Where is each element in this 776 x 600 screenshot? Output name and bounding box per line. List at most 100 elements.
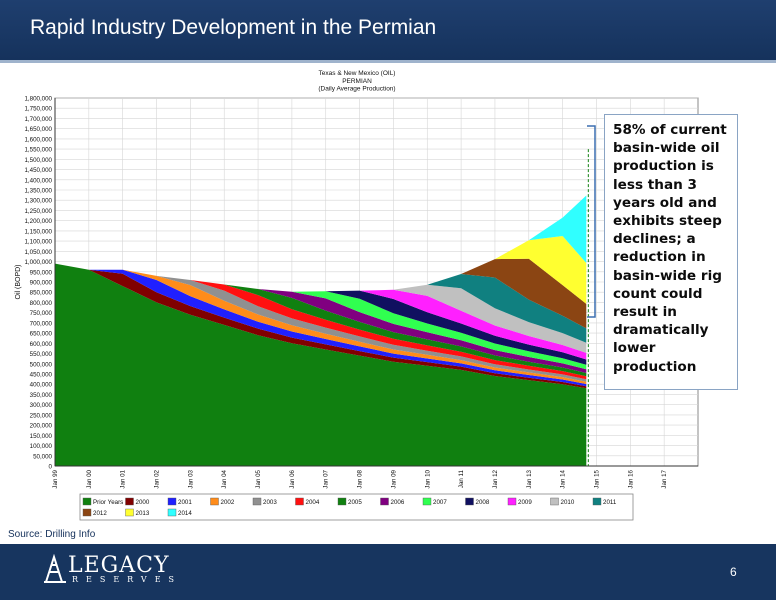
y-tick-label-6: 300,000 xyxy=(30,402,53,409)
y-tick-label-16: 800,000 xyxy=(30,300,53,307)
area-series-1 xyxy=(55,263,587,389)
area-series-0 xyxy=(55,263,587,466)
legend-label-8: 2007 xyxy=(433,499,447,506)
legend-swatch-2 xyxy=(167,497,177,506)
chart-title: Texas & New Mexico (OIL) xyxy=(319,70,396,77)
derrick-icon xyxy=(44,554,66,583)
legend-swatch-6 xyxy=(337,497,347,506)
y-tick-label-23: 1,150,000 xyxy=(24,228,52,235)
y-tick-label-7: 350,000 xyxy=(30,392,53,399)
x-tick-label-10: Jan 09 xyxy=(390,469,397,488)
x-tick-label-6: Jan 05 xyxy=(255,469,262,488)
x-tick-label-7: Jan 06 xyxy=(289,469,296,488)
legend-label-14: 2013 xyxy=(136,510,150,517)
y-tick-label-14: 700,000 xyxy=(30,320,53,327)
legend-swatch-3 xyxy=(210,497,219,506)
company-logo: LEGACY RESERVES xyxy=(42,552,174,588)
y-tick-label-0: 0 xyxy=(49,464,53,471)
chart-subtitle-1: (Daily Average Production) xyxy=(318,86,395,93)
y-tick-label-11: 550,000 xyxy=(30,351,53,358)
production-chart: 0 50,000 100,000 150,000 200,000 250,000 300,0… xyxy=(15,70,699,521)
legend-label-9: 2008 xyxy=(476,499,490,506)
y-tick-label-5: 250,000 xyxy=(30,412,53,419)
legend-swatch-4 xyxy=(252,497,262,506)
y-tick-label-33: 1,650,000 xyxy=(24,126,52,133)
page-number: 6 xyxy=(730,565,737,579)
y-tick-label-21: 1,050,000 xyxy=(24,249,52,256)
x-tick-label-18: Jan 17 xyxy=(661,469,668,488)
area-series-6 xyxy=(55,263,587,377)
slide-header: Rapid Industry Development in the Permia… xyxy=(0,0,776,60)
legend-label-10: 2009 xyxy=(518,499,532,506)
legend-label-6: 2005 xyxy=(348,499,362,506)
x-tick-label-14: Jan 13 xyxy=(526,469,533,488)
legend-label-1: 2000 xyxy=(136,499,150,506)
legend-swatch-13 xyxy=(82,508,92,517)
x-tick-label-5: Jan 04 xyxy=(221,469,228,488)
area-series-12 xyxy=(55,263,587,343)
chart-subtitle-0: PERMIAN xyxy=(342,78,372,85)
y-tick-label-19: 950,000 xyxy=(30,269,53,276)
slide-footer xyxy=(0,544,776,600)
x-tick-label-3: Jan 02 xyxy=(154,469,161,488)
x-tick-label-1: Jan 00 xyxy=(86,469,93,488)
legend-label-5: 2004 xyxy=(306,499,320,506)
x-tick-label-13: Jan 12 xyxy=(492,469,499,488)
x-tick-label-4: Jan 03 xyxy=(187,469,194,488)
y-tick-label-26: 1,300,000 xyxy=(24,198,52,205)
legend-box xyxy=(79,493,634,521)
legend-swatch-11 xyxy=(550,497,559,506)
y-tick-label-18: 900,000 xyxy=(30,280,53,287)
legend-label-3: 2002 xyxy=(221,499,235,506)
header-divider xyxy=(0,60,776,63)
area-series-14 xyxy=(55,236,587,304)
legend-label-4: 2003 xyxy=(263,499,277,506)
callout-bracket xyxy=(587,125,596,318)
logo-wordmark: LEGACY xyxy=(68,553,170,578)
y-axis-label: Oil (BOPD) xyxy=(15,265,22,300)
y-tick-label-36: 1,800,000 xyxy=(24,96,52,103)
y-tick-label-8: 400,000 xyxy=(30,382,53,389)
y-tick-label-15: 750,000 xyxy=(30,310,53,317)
y-tick-label-35: 1,750,000 xyxy=(24,106,52,113)
y-tick-label-20: 1,000,000 xyxy=(24,259,52,266)
y-tick-label-27: 1,350,000 xyxy=(24,188,52,195)
y-tick-label-30: 1,500,000 xyxy=(24,157,52,164)
y-tick-label-32: 1,600,000 xyxy=(24,136,52,143)
y-tick-label-4: 200,000 xyxy=(30,423,53,430)
y-tick-label-1: 50,000 xyxy=(33,453,52,460)
legend-swatch-1 xyxy=(125,497,134,506)
y-tick-label-25: 1,250,000 xyxy=(24,208,52,215)
area-series-5 xyxy=(55,263,587,380)
x-tick-label-15: Jan 14 xyxy=(560,469,567,488)
legend-label-12: 2011 xyxy=(603,499,617,506)
legend-swatch-10 xyxy=(507,497,517,506)
legend-swatch-12 xyxy=(592,497,602,506)
legend-label-7: 2006 xyxy=(391,499,405,506)
legend-swatch-5 xyxy=(295,497,304,506)
y-tick-label-2: 100,000 xyxy=(30,443,53,450)
source-note: Source: Drilling Info xyxy=(8,529,96,540)
area-series-11 xyxy=(55,263,587,353)
y-tick-label-13: 650,000 xyxy=(30,331,53,338)
callout-box: 58% of current basin-wide oil production… xyxy=(604,114,738,390)
y-tick-label-22: 1,100,000 xyxy=(24,239,52,246)
y-tick-label-29: 1,450,000 xyxy=(24,167,52,174)
y-tick-label-9: 450,000 xyxy=(30,372,53,379)
legend-label-11: 2010 xyxy=(561,499,575,506)
y-tick-label-17: 850,000 xyxy=(30,290,53,297)
x-tick-label-9: Jan 08 xyxy=(357,469,364,488)
x-tick-label-17: Jan 16 xyxy=(627,469,634,488)
x-tick-label-16: Jan 15 xyxy=(593,469,600,488)
x-tick-label-11: Jan 10 xyxy=(424,469,431,488)
legend-swatch-8 xyxy=(422,497,432,506)
y-tick-label-10: 500,000 xyxy=(30,361,53,368)
x-tick-label-12: Jan 11 xyxy=(458,469,465,488)
y-tick-label-3: 150,000 xyxy=(30,433,53,440)
area-series-13 xyxy=(55,258,587,329)
legend-label-13: 2012 xyxy=(93,510,107,517)
x-tick-label-8: Jan 07 xyxy=(323,469,330,488)
callout-text: 58% of current basin-wide oil production… xyxy=(613,122,727,375)
slide-title: Rapid Industry Development in the Permia… xyxy=(30,16,437,39)
legend-label-0: Prior Years xyxy=(93,499,123,506)
